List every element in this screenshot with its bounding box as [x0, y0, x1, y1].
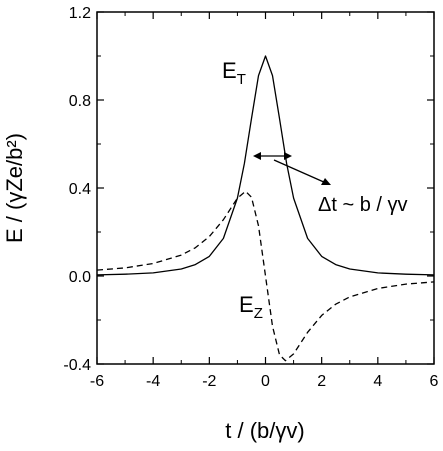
width-marker [253, 152, 331, 185]
x-tick-label: 2 [317, 373, 326, 390]
et-label-sub: T [237, 71, 246, 88]
x-tick-label: 4 [373, 373, 382, 390]
y-axis-title: E / (γZe/b²) [2, 133, 27, 243]
annotation-layer: ET EZ Δt ~ b / γv [222, 58, 408, 322]
series-line-e-z [96, 190, 435, 362]
width-arrowhead-right [284, 152, 292, 160]
y-tick-label: 0.0 [69, 269, 91, 286]
ez-label-main: E [239, 292, 254, 317]
ez-label-sub: Z [254, 305, 263, 322]
y-tick-label: 0.8 [69, 93, 91, 110]
x-tick-label: 6 [430, 373, 439, 390]
axis-ticks [96, 11, 435, 365]
series-layer [96, 55, 435, 362]
et-label-main: E [222, 58, 237, 83]
y-tick-label: 0.4 [69, 181, 91, 198]
x-tick-label: -2 [202, 373, 216, 390]
y-tick-label: 1.2 [69, 5, 91, 22]
ez-label: EZ [239, 292, 263, 322]
width-pointer-arrowhead [321, 178, 331, 185]
width-arrowhead-left [253, 152, 261, 160]
plot-area-border [96, 11, 435, 365]
width-pointer-line [273, 159, 327, 184]
tick-labels: -6 -4 -2 0 2 4 6 -0.4 0.0 0.4 0.8 1.2 [63, 5, 438, 390]
x-tick-label: -4 [146, 373, 160, 390]
x-tick-label: 0 [261, 373, 270, 390]
width-label: Δt ~ b / γv [318, 194, 408, 216]
x-tick-label: -6 [90, 373, 104, 390]
x-axis-title: t / (b/γv) [225, 418, 304, 443]
plot-frame [96, 11, 435, 365]
series-line-e-t [96, 55, 435, 276]
et-label: ET [222, 58, 246, 88]
y-tick-label: -0.4 [63, 357, 91, 374]
